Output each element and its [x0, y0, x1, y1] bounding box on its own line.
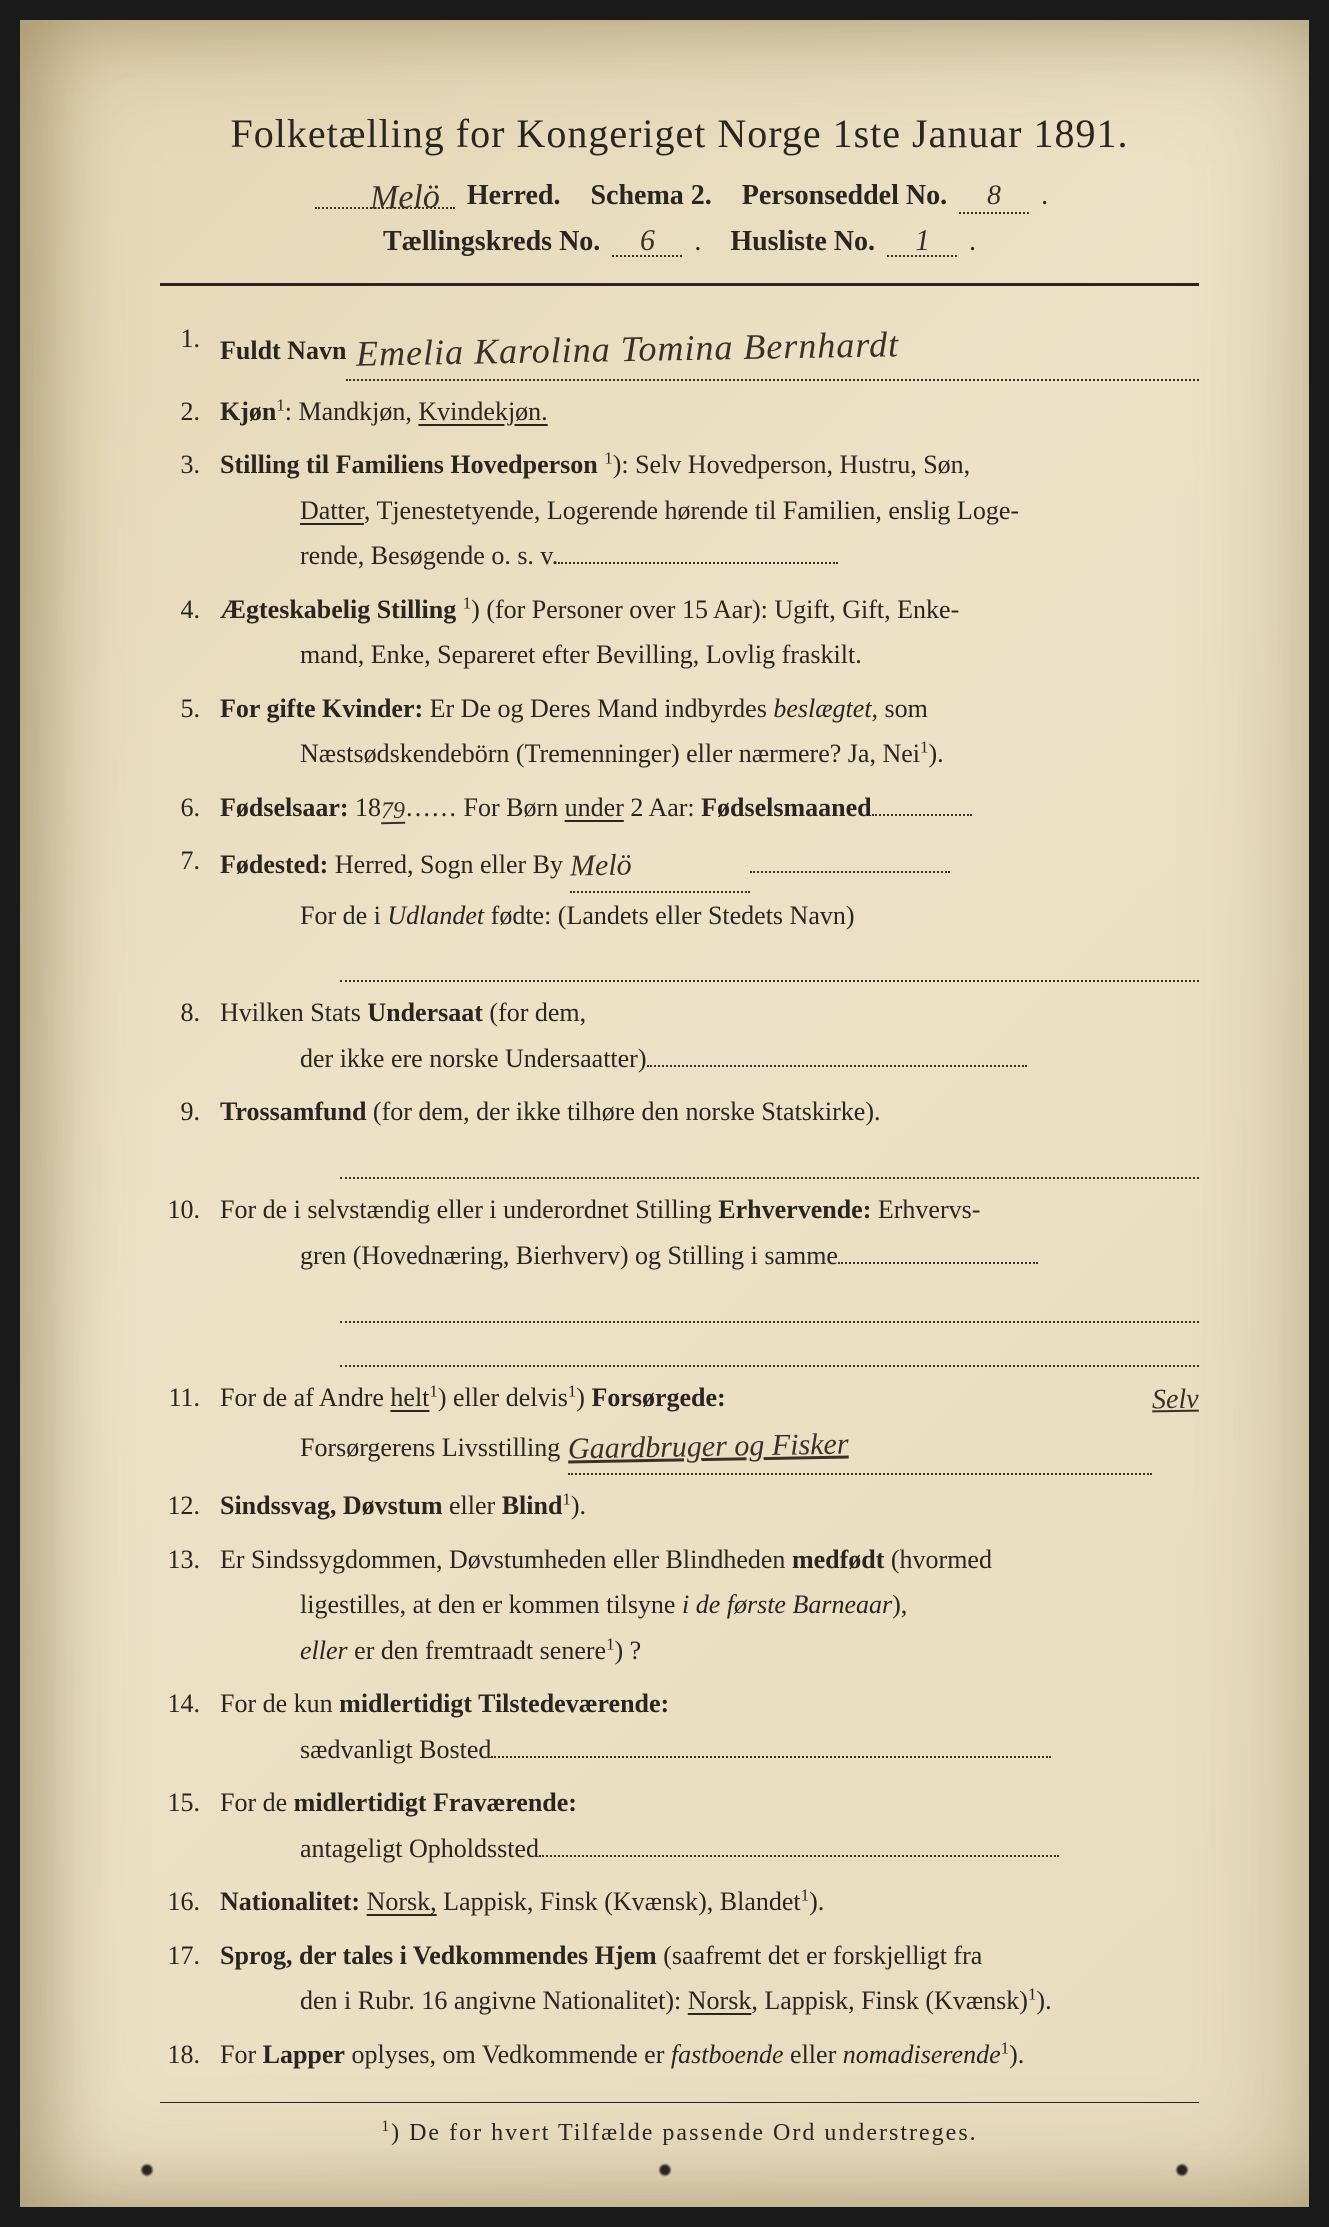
item-14: 14. For de kun midlertidigt Tilstedevære…: [160, 1681, 1199, 1772]
item-5: 5. For gifte Kvinder: Er De og Deres Man…: [160, 686, 1199, 777]
name-field: Emelia Karolina Tomina Bernhardt: [346, 316, 1199, 381]
item-17: 17. Sprog, der tales i Vedkommendes Hjem…: [160, 1933, 1199, 2024]
herred-field: Melö: [315, 175, 455, 209]
binding-hole-icon: [658, 2163, 672, 2177]
year-value: 79: [381, 789, 406, 831]
herred-value: Melö: [370, 178, 441, 217]
item-6: 6. Fødselsaar: 1879…… For Børn under 2 A…: [160, 785, 1199, 831]
occupation-field: Gaardbruger og Fisker: [568, 1421, 1152, 1476]
schema-label: Schema 2.: [590, 180, 711, 212]
item-15: 15. For de midlertidigt Fraværende: anta…: [160, 1780, 1199, 1871]
personseddel-value: 8: [987, 180, 1002, 212]
binding-hole-icon: [140, 2163, 154, 2177]
personseddel-label: Personseddel No.: [742, 180, 947, 212]
main-title: Folketælling for Kongeriget Norge 1ste J…: [160, 110, 1199, 157]
selv-value: Selv: [1152, 1375, 1199, 1425]
item-8: 8. Hvilken Stats Undersaat (for dem, der…: [160, 990, 1199, 1081]
item-10: 10. For de i selvstændig eller i underor…: [160, 1187, 1199, 1367]
item-18: 18. For Lapper oplyses, om Vedkommende e…: [160, 2032, 1199, 2078]
herred-label: Herred.: [467, 180, 561, 212]
subtitle-row-1: Melö Herred. Schema 2. Personseddel No. …: [160, 175, 1199, 214]
item-2: 2. Kjøn1: Mandkjøn, Kvindekjøn.: [160, 389, 1199, 435]
kreds-field: 6: [612, 224, 682, 258]
item-12: 12. Sindssvag, Døvstum eller Blind1).: [160, 1483, 1199, 1529]
items-list: 1. Fuldt Navn Emelia Karolina Tomina Ber…: [160, 316, 1199, 2078]
binding-hole-icon: [1175, 2163, 1189, 2177]
kreds-value: 6: [640, 223, 656, 257]
husliste-label: Husliste No.: [730, 226, 875, 258]
kreds-label: Tællingskreds No.: [383, 226, 600, 258]
header: Folketælling for Kongeriget Norge 1ste J…: [160, 110, 1199, 258]
name-value: Emelia Karolina Tomina Bernhardt: [356, 313, 900, 385]
personseddel-field: 8: [959, 180, 1029, 214]
husliste-value: 1: [914, 223, 930, 257]
footnote: 1) De for hvert Tilfælde passende Ord un…: [160, 2118, 1199, 2147]
item-1: 1. Fuldt Navn Emelia Karolina Tomina Ber…: [160, 316, 1199, 381]
item-9: 9. Trossamfund (for dem, der ikke tilhør…: [160, 1089, 1199, 1179]
census-page: Folketælling for Kongeriget Norge 1ste J…: [20, 20, 1309, 2207]
footnote-divider: [160, 2102, 1199, 2103]
birthplace-field: Melö: [570, 838, 750, 893]
item-13: 13. Er Sindssygdommen, Døvstumheden elle…: [160, 1537, 1199, 1674]
header-divider: [160, 283, 1199, 286]
item-4: 4. Ægteskabelig Stilling 1) (for Persone…: [160, 587, 1199, 678]
item-7: 7. Fødested: Herred, Sogn eller By Melö …: [160, 838, 1199, 982]
occupation-value: Gaardbruger og Fisker: [568, 1418, 849, 1475]
item-11: 11. For de af Andre helt1) eller delvis1…: [160, 1375, 1199, 1475]
subtitle-row-2: Tællingskreds No. 6 . Husliste No. 1 .: [160, 224, 1199, 258]
item-16: 16. Nationalitet: Norsk, Lappisk, Finsk …: [160, 1879, 1199, 1925]
birthplace-value: Melö: [569, 840, 632, 894]
husliste-field: 1: [887, 224, 957, 258]
item-3: 3. Stilling til Familiens Hovedperson 1)…: [160, 442, 1199, 579]
